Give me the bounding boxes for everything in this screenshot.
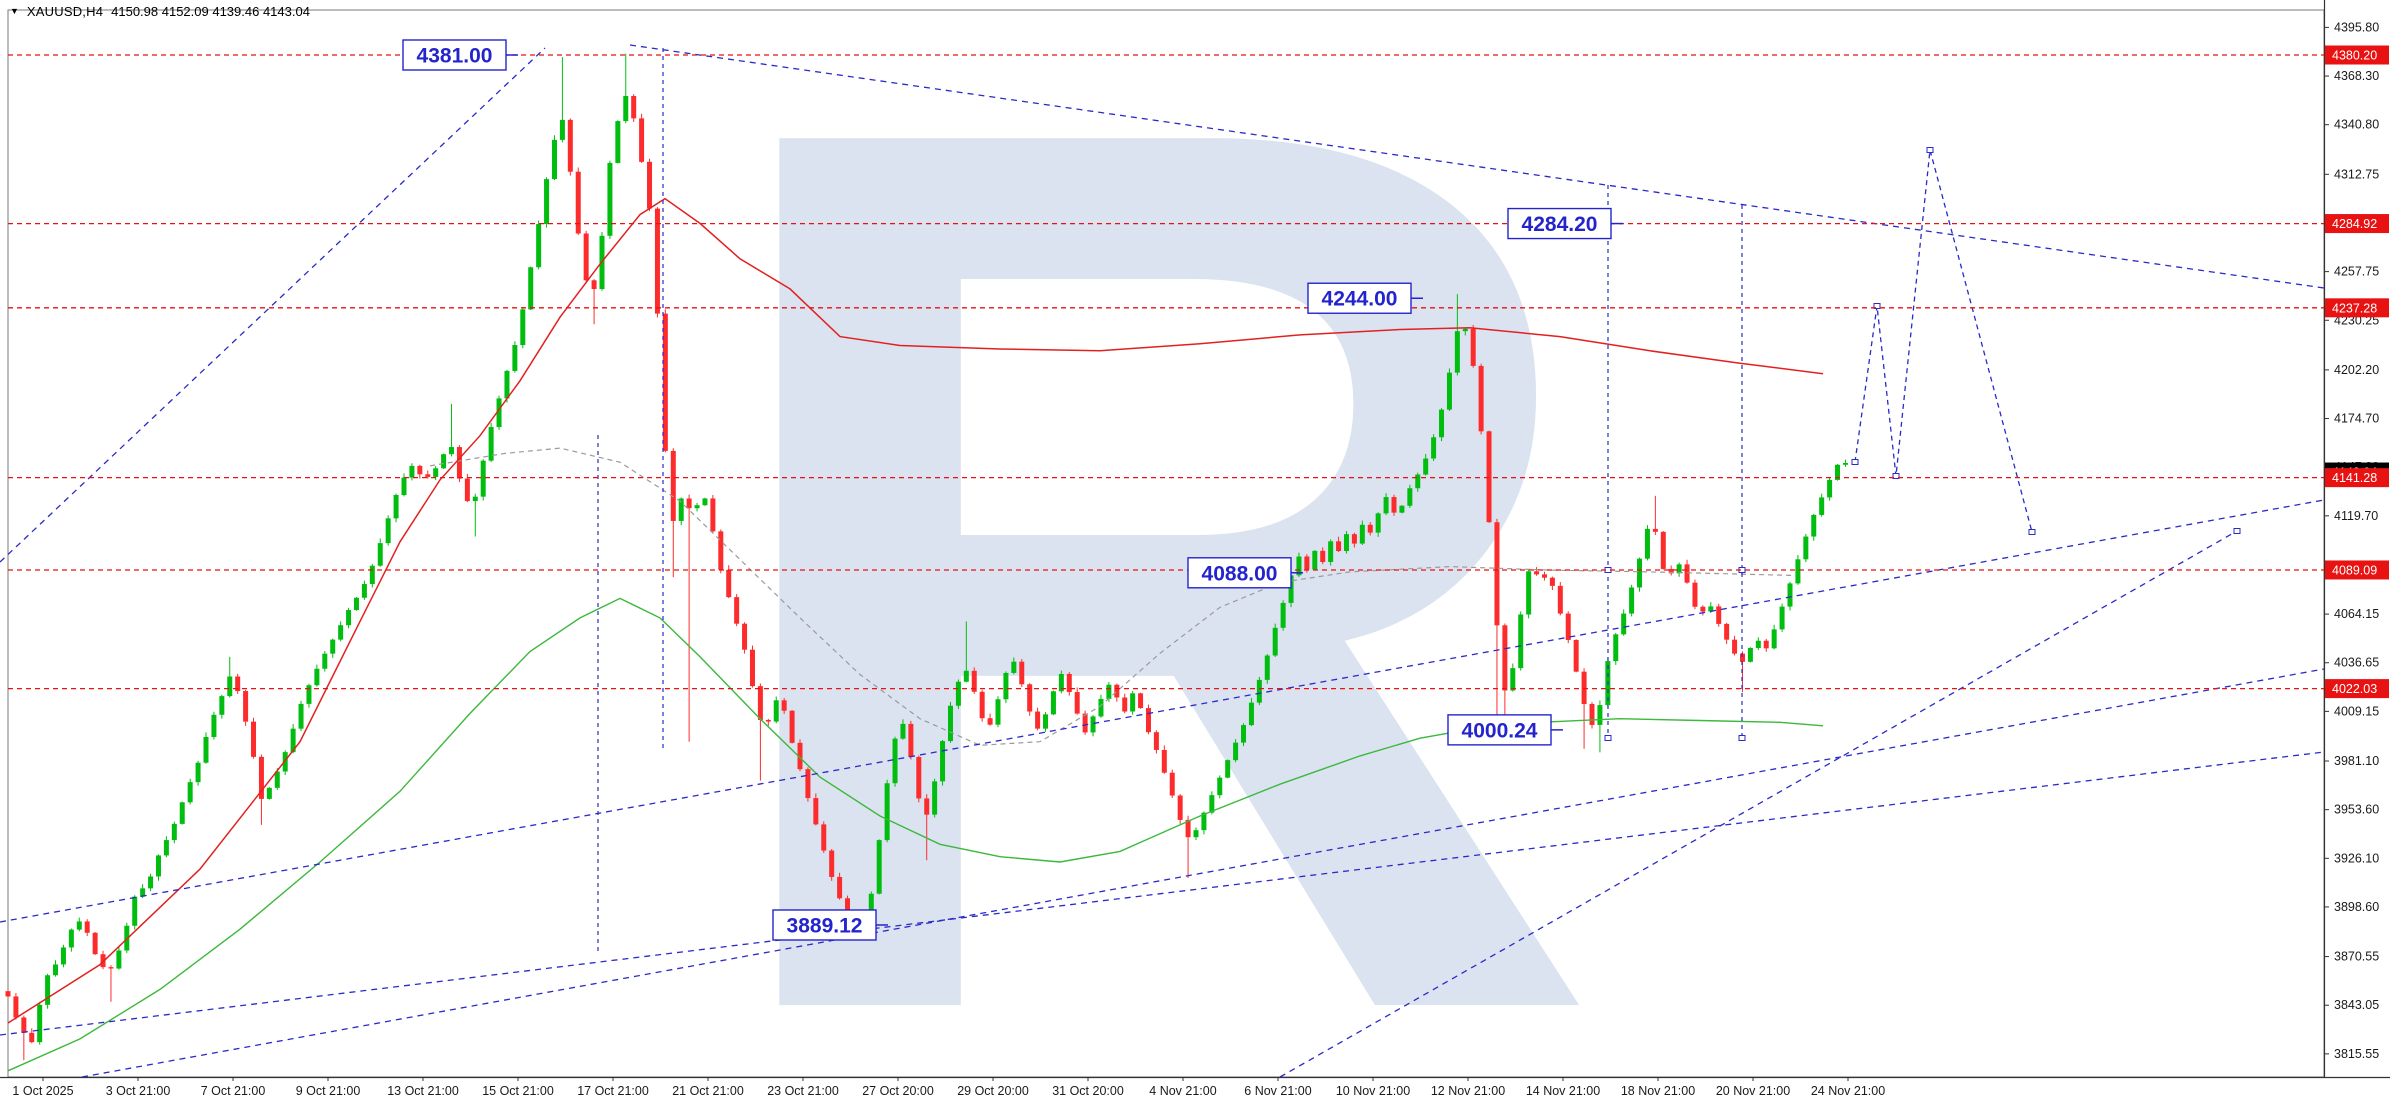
- svg-text:21 Oct 21:00: 21 Oct 21:00: [672, 1084, 744, 1098]
- svg-text:3898.60: 3898.60: [2334, 900, 2379, 914]
- svg-text:29 Oct 20:00: 29 Oct 20:00: [957, 1084, 1029, 1098]
- price-annotations[interactable]: 4381.00 4284.20 4244.00 4088.00 4000.24 3889.…: [402, 39, 1623, 941]
- svg-text:4284.20: 4284.20: [1522, 213, 1598, 236]
- svg-text:4284.92: 4284.92: [2332, 217, 2377, 231]
- svg-text:4000.24: 4000.24: [1462, 719, 1538, 742]
- svg-text:4244.00: 4244.00: [1322, 288, 1398, 311]
- price-axis[interactable]: 4395.804368.304340.804312.754257.754230.…: [2324, 20, 2389, 1061]
- annotation-4284.20[interactable]: 4284.20: [1507, 207, 1623, 240]
- svg-text:13 Oct 21:00: 13 Oct 21:00: [387, 1084, 459, 1098]
- svg-text:4380.20: 4380.20: [2332, 49, 2377, 63]
- svg-text:3843.05: 3843.05: [2334, 998, 2379, 1012]
- annotation-3889.12[interactable]: 3889.12: [772, 909, 888, 941]
- annotation-4381.00[interactable]: 4381.00: [402, 39, 518, 71]
- annotation-4000.24[interactable]: 4000.24: [1447, 714, 1563, 746]
- svg-text:4022.03: 4022.03: [2332, 682, 2377, 696]
- symbol-period-label: XAUUSD,H4: [26, 4, 104, 19]
- svg-text:4064.15: 4064.15: [2334, 607, 2379, 621]
- svg-text:3 Oct 21:00: 3 Oct 21:00: [106, 1084, 171, 1098]
- svg-text:4174.70: 4174.70: [2334, 412, 2379, 426]
- svg-text:4368.30: 4368.30: [2334, 69, 2379, 83]
- svg-text:4237.28: 4237.28: [2332, 301, 2377, 315]
- svg-text:17 Oct 21:00: 17 Oct 21:00: [577, 1084, 649, 1098]
- svg-text:3889.12: 3889.12: [787, 914, 863, 937]
- svg-text:3815.55: 3815.55: [2334, 1047, 2379, 1061]
- svg-text:10 Nov 21:00: 10 Nov 21:00: [1336, 1084, 1410, 1098]
- svg-text:4257.75: 4257.75: [2334, 265, 2379, 279]
- svg-text:27 Oct 20:00: 27 Oct 20:00: [862, 1084, 934, 1098]
- collapse-objects-icon[interactable]: ▼: [10, 6, 19, 16]
- svg-text:3981.10: 3981.10: [2334, 754, 2379, 768]
- svg-text:3926.10: 3926.10: [2334, 851, 2379, 865]
- svg-text:4036.65: 4036.65: [2334, 656, 2379, 670]
- svg-text:4395.80: 4395.80: [2334, 20, 2379, 34]
- svg-text:4088.00: 4088.00: [1202, 562, 1278, 585]
- svg-text:14 Nov 21:00: 14 Nov 21:00: [1526, 1084, 1600, 1098]
- svg-text:4312.75: 4312.75: [2334, 167, 2379, 181]
- svg-text:4141.28: 4141.28: [2332, 471, 2377, 485]
- svg-text:4009.15: 4009.15: [2334, 704, 2379, 718]
- svg-text:24 Nov 21:00: 24 Nov 21:00: [1811, 1084, 1885, 1098]
- svg-text:12 Nov 21:00: 12 Nov 21:00: [1431, 1084, 1505, 1098]
- svg-text:20 Nov 21:00: 20 Nov 21:00: [1716, 1084, 1790, 1098]
- svg-text:3953.60: 3953.60: [2334, 803, 2379, 817]
- svg-text:6 Nov 21:00: 6 Nov 21:00: [1244, 1084, 1311, 1098]
- svg-text:4 Nov 21:00: 4 Nov 21:00: [1149, 1084, 1216, 1098]
- annotation-4244.00[interactable]: 4244.00: [1307, 282, 1423, 314]
- svg-text:18 Nov 21:00: 18 Nov 21:00: [1621, 1084, 1695, 1098]
- svg-text:4089.09: 4089.09: [2332, 563, 2377, 577]
- ohlc-values: 4150.98 4152.09 4139.46 4143.04: [111, 4, 310, 19]
- svg-text:4202.20: 4202.20: [2334, 363, 2379, 377]
- svg-text:1 Oct 2025: 1 Oct 2025: [12, 1084, 73, 1098]
- svg-text:7 Oct 21:00: 7 Oct 21:00: [201, 1084, 266, 1098]
- time-axis[interactable]: 1 Oct 2025 3 Oct 21:00 7 Oct 21:00 9 Oct 21…: [12, 1077, 1885, 1098]
- trendlines-layer[interactable]: [0, 44, 2325, 1078]
- svg-text:4381.00: 4381.00: [417, 45, 493, 68]
- support-resistance-lines[interactable]: [8, 54, 2324, 690]
- svg-text:4119.70: 4119.70: [2334, 509, 2378, 523]
- annotation-4088.00[interactable]: 4088.00: [1187, 557, 1303, 589]
- svg-text:4340.80: 4340.80: [2334, 118, 2379, 132]
- svg-text:3870.55: 3870.55: [2334, 950, 2379, 964]
- svg-text:31 Oct 20:00: 31 Oct 20:00: [1052, 1084, 1124, 1098]
- svg-text:23 Oct 21:00: 23 Oct 21:00: [767, 1084, 839, 1098]
- chart-title-bar: ▼ XAUUSD,H4 4150.98 4152.09 4139.46 4143…: [10, 4, 310, 19]
- svg-text:15 Oct 21:00: 15 Oct 21:00: [482, 1084, 554, 1098]
- svg-text:9 Oct 21:00: 9 Oct 21:00: [296, 1084, 361, 1098]
